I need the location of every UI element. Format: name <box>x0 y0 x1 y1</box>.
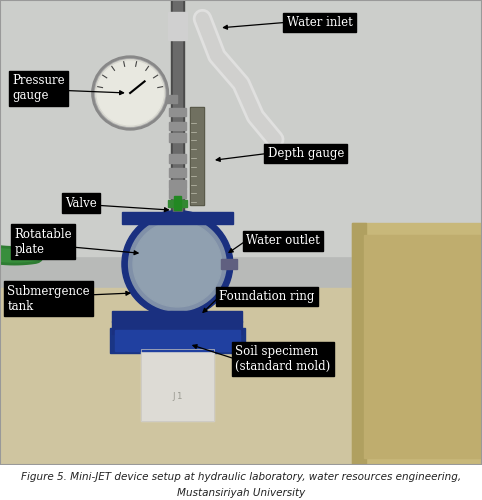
Text: J 1: J 1 <box>172 392 183 401</box>
Text: Rotatable
plate: Rotatable plate <box>14 228 72 256</box>
Bar <box>173 0 182 335</box>
Text: Soil specimen
(standard mold): Soil specimen (standard mold) <box>235 345 331 373</box>
Circle shape <box>93 56 168 130</box>
Bar <box>171 0 184 335</box>
Text: Foundation ring: Foundation ring <box>219 290 315 303</box>
Text: Figure 5. Mini-JET device setup at hydraulic laboratory, water resources enginee: Figure 5. Mini-JET device setup at hydra… <box>21 472 461 482</box>
Bar <box>221 258 238 269</box>
Bar <box>174 196 181 210</box>
Bar <box>168 200 187 207</box>
Bar <box>141 349 214 421</box>
Bar <box>169 108 186 116</box>
Circle shape <box>97 61 163 125</box>
Bar <box>352 223 482 465</box>
Bar <box>169 122 186 130</box>
Bar <box>191 108 203 204</box>
Text: Valve: Valve <box>65 196 97 209</box>
Circle shape <box>129 217 226 311</box>
Bar <box>169 190 186 198</box>
Text: Water inlet: Water inlet <box>287 16 352 29</box>
Bar <box>352 223 366 465</box>
Bar <box>0 288 482 465</box>
Bar <box>110 328 245 353</box>
Bar <box>364 235 480 458</box>
Text: Water outlet: Water outlet <box>246 234 320 248</box>
Bar <box>115 330 240 351</box>
Text: Depth gauge: Depth gauge <box>268 147 344 160</box>
Bar <box>169 154 186 163</box>
Bar <box>169 180 186 188</box>
Circle shape <box>95 60 165 126</box>
Bar <box>168 12 187 40</box>
Text: Submergence
tank: Submergence tank <box>7 284 90 312</box>
Bar <box>169 134 186 142</box>
Circle shape <box>122 210 233 318</box>
Bar <box>190 107 204 204</box>
Bar <box>0 0 482 256</box>
Text: Pressure
gauge: Pressure gauge <box>12 74 65 102</box>
Bar <box>112 310 242 322</box>
Text: Mustansiriyah University: Mustansiriyah University <box>177 488 305 498</box>
Circle shape <box>133 222 222 307</box>
Bar <box>141 349 214 421</box>
Bar <box>169 168 186 176</box>
Bar <box>122 212 233 224</box>
Bar <box>161 95 177 103</box>
Bar <box>112 321 242 334</box>
